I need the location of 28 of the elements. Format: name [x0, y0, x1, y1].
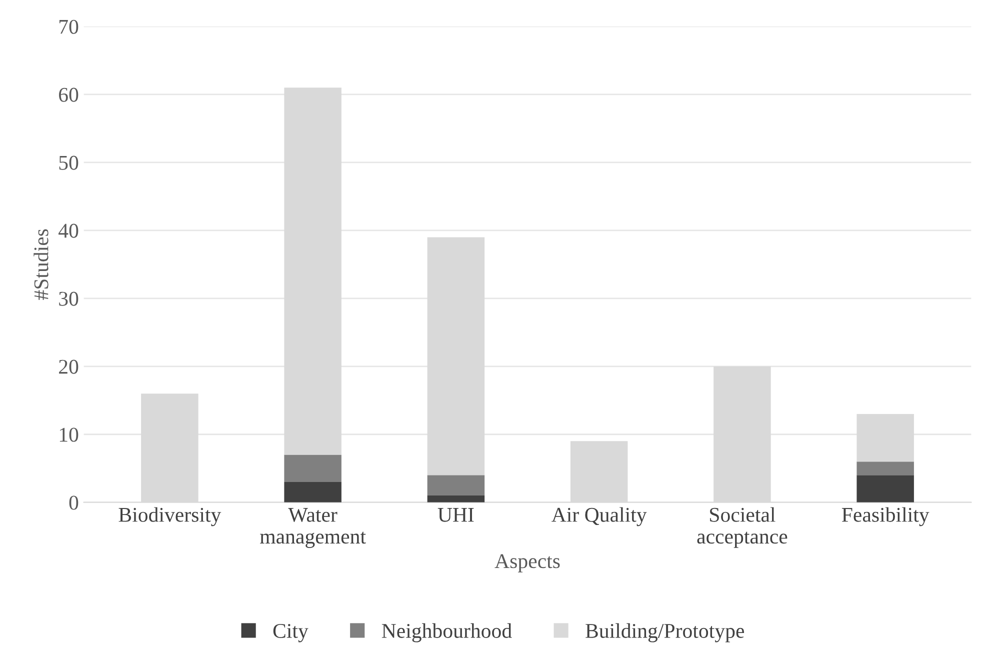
bar: [427, 496, 485, 502]
y-tick-label: 0: [69, 496, 78, 510]
bar: [856, 475, 914, 502]
y-tick-label: 20: [59, 360, 78, 374]
y-tick-label: 50: [59, 156, 78, 170]
bar: [427, 475, 485, 496]
y-tick-label: 60: [59, 88, 78, 102]
y-tick-label: 10: [60, 428, 78, 442]
y-axis-title: #Studies: [34, 229, 48, 300]
bar: [284, 88, 342, 455]
bar: [856, 414, 914, 462]
legend-label: City: [273, 624, 308, 642]
bar: [856, 462, 914, 476]
x-tick-label: Water management: [260, 508, 366, 548]
x-axis-title: Aspects: [494, 554, 560, 572]
bar: [427, 237, 485, 476]
y-tick-label: 70: [59, 20, 78, 34]
x-tick-label: Biodiversity: [118, 507, 222, 526]
bar: [284, 482, 342, 502]
bar: [284, 454, 342, 482]
legend-label: Building/Prototype: [586, 623, 744, 642]
legend-label: Neighbourhood: [382, 623, 512, 642]
x-tick-label: Air Quality: [552, 507, 647, 526]
x-tick-label: UHI: [438, 508, 474, 522]
x-tick-label: Feasibility: [842, 507, 930, 526]
x-tick-label: Societal acceptance: [697, 507, 788, 548]
y-tick-label: 30: [59, 292, 78, 306]
y-tick-label: 40: [58, 224, 78, 238]
